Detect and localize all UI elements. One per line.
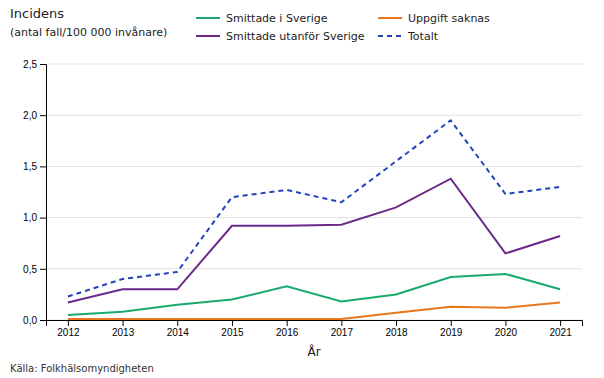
y-tick-label: 2,0 (23, 110, 37, 121)
plot-area: 0,00,51,01,52,02,52012201320142015201620… (23, 59, 582, 338)
x-tick: 2018 (385, 320, 408, 338)
y-tick-mark (40, 269, 46, 270)
y-tick: 1,0 (23, 212, 46, 223)
x-tick-label: 2016 (276, 327, 299, 338)
x-tick: 2020 (495, 320, 518, 338)
x-tick-label: 2018 (385, 327, 408, 338)
series-line (68, 303, 560, 319)
y-tick: 0,5 (23, 264, 46, 275)
x-tick-mark (177, 320, 178, 326)
y-tick: 2,5 (23, 59, 46, 70)
grid-line (46, 217, 582, 218)
legend-item: Totalt (378, 30, 439, 43)
legend-item: Smittade i Sverige (196, 12, 328, 25)
y-axis: 0,0 0,5 1,0 1,5 2,0 2,5 (23, 59, 46, 326)
y-tick-mark (40, 320, 46, 321)
x-tick-label: 2012 (57, 327, 80, 338)
legend-swatch (196, 35, 220, 37)
x-axis: 2012 2013 2014 2015 2016 2017 2018 2019 2020 2021 (47, 320, 583, 338)
y-axis-title: Incidens (10, 6, 64, 21)
x-tick: 2017 (331, 320, 354, 338)
y-tick-label: 0,5 (23, 264, 37, 275)
x-tick-mark (232, 320, 233, 326)
legend-label: Uppgift saknas (408, 12, 490, 25)
annotation: Källa: Folkhälsomyndigheten (10, 363, 154, 374)
x-tick-mark (560, 320, 561, 326)
y-tick-label: 2,5 (23, 59, 37, 70)
y-tick-mark (40, 115, 46, 116)
grid-line (46, 166, 582, 167)
x-tick-mark (505, 320, 506, 326)
x-tick-mark (123, 320, 124, 326)
legend-label: Smittade utanför Sverige (226, 30, 365, 43)
x-tick-label: 2021 (549, 327, 572, 338)
y-tick: 1,5 (23, 161, 46, 172)
x-tick-mark (287, 320, 288, 326)
lines (68, 120, 560, 319)
x-tick: 2014 (167, 320, 190, 338)
y-tick-label: 1,0 (23, 212, 37, 223)
legend-item: Uppgift saknas (378, 12, 490, 25)
series-line (68, 120, 560, 296)
x-tick-label: 2014 (167, 327, 190, 338)
legend-swatch (378, 35, 402, 37)
x-tick-label: 2017 (331, 327, 354, 338)
grid-line (46, 64, 582, 65)
grid-line (46, 268, 582, 269)
x-tick: 2015 (221, 320, 244, 338)
x-tick-mark (68, 320, 69, 326)
series-line (68, 274, 560, 315)
x-tick: 2019 (440, 320, 463, 338)
y-tick-mark (40, 166, 46, 167)
legend-label: Totalt (407, 30, 439, 43)
legend-item: Smittade utanför Sverige (196, 30, 365, 43)
y-tick-label: 0,0 (23, 315, 37, 326)
grid-line (46, 115, 582, 116)
grid (46, 64, 582, 320)
x-tick-label: 2019 (440, 327, 463, 338)
y-tick-label: 1,5 (23, 161, 37, 172)
x-tick: 2021 (549, 320, 572, 338)
x-tick-label: 2020 (495, 327, 518, 338)
legend: Smittade i Sverige Smittade utanför Sveri… (196, 12, 490, 43)
x-tick: 2013 (112, 320, 135, 338)
y-axis-line (40, 65, 47, 321)
y-tick-mark (40, 218, 46, 219)
legend-swatch (196, 17, 220, 19)
x-axis-line (47, 321, 583, 327)
x-axis-title: År (307, 344, 320, 359)
y-tick: 2,0 (23, 110, 46, 121)
series-line (68, 179, 560, 303)
x-tick-label: 2015 (221, 327, 244, 338)
legend-swatch (378, 17, 402, 19)
x-tick: 2016 (276, 320, 299, 338)
x-tick-mark (341, 320, 342, 326)
chart-svg: 0,00,51,01,52,02,52012201320142015201620… (0, 0, 604, 378)
chart-container: 0,00,51,01,52,02,52012201320142015201620… (0, 0, 604, 378)
x-tick-label: 2013 (112, 327, 135, 338)
y-axis-title: (antal fall/100 000 invånare) (10, 26, 167, 39)
y-tick-mark (40, 64, 46, 65)
x-tick-mark (451, 320, 452, 326)
y-tick: 0,0 (23, 315, 46, 326)
x-tick-mark (396, 320, 397, 326)
legend-label: Smittade i Sverige (226, 12, 328, 25)
x-tick: 2012 (57, 320, 80, 338)
